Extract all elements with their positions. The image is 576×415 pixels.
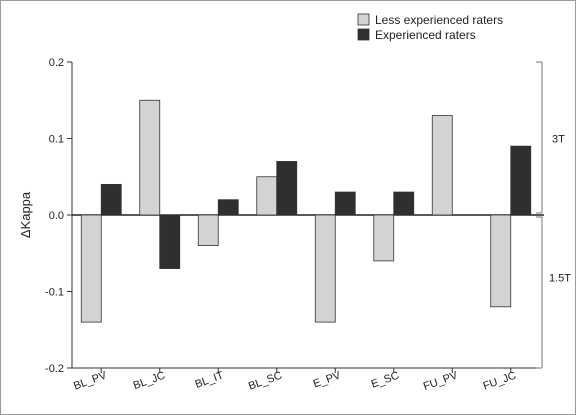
bar-experienced bbox=[217, 199, 239, 216]
bar-experienced bbox=[276, 161, 298, 216]
x-category-label: E_PV bbox=[312, 369, 343, 390]
x-category-label: E_SC bbox=[370, 370, 401, 391]
x-category-label: FU_JC bbox=[482, 370, 518, 393]
bar-experienced bbox=[100, 183, 122, 216]
legend-swatch bbox=[357, 13, 370, 26]
bar-less-experienced bbox=[139, 99, 161, 216]
x-category-label: FU_PV bbox=[422, 369, 460, 393]
bar-less-experienced bbox=[80, 214, 102, 323]
bracket-label-3t: 3T bbox=[552, 134, 565, 146]
x-category-label: BL_JC bbox=[132, 370, 167, 393]
legend-swatch bbox=[357, 28, 370, 41]
bar-experienced bbox=[510, 145, 532, 216]
bar-less-experienced bbox=[314, 214, 336, 323]
bar-experienced bbox=[159, 214, 181, 269]
legend-label: Less experienced raters bbox=[375, 13, 503, 27]
bar-less-experienced bbox=[197, 214, 219, 247]
y-tick-label: 0.0 bbox=[49, 210, 64, 222]
bar-less-experienced bbox=[373, 214, 395, 262]
bar-less-experienced bbox=[256, 176, 278, 216]
y-axis-title: ΔKappa bbox=[18, 191, 33, 238]
bar-less-experienced bbox=[431, 115, 453, 216]
y-tick-label: -0.2 bbox=[45, 363, 64, 375]
y-tick-label: 0.2 bbox=[49, 57, 64, 69]
bar-experienced bbox=[334, 191, 356, 216]
bracket-label-1-5t: 1.5T bbox=[549, 273, 571, 285]
x-category-label: BL_PV bbox=[72, 369, 109, 392]
bar-less-experienced bbox=[490, 214, 512, 308]
bar-experienced bbox=[393, 191, 415, 216]
legend-label: Experienced raters bbox=[375, 28, 476, 42]
y-tick-label: -0.1 bbox=[45, 287, 64, 299]
x-category-label: BL_SC bbox=[247, 370, 284, 393]
y-tick-label: 0.1 bbox=[49, 134, 64, 146]
x-category-label: BL_IT bbox=[194, 369, 226, 390]
